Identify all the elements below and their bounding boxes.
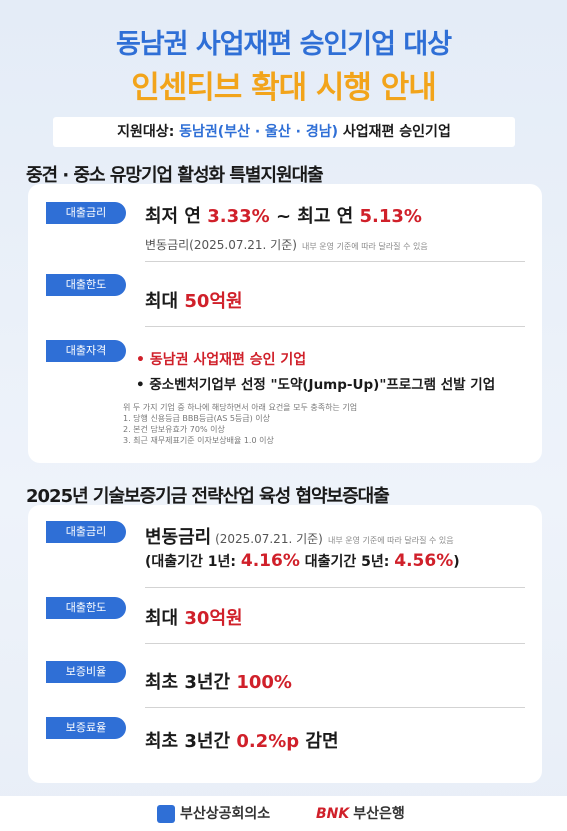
bank-name: 부산은행 [353, 806, 405, 822]
limit-value: 50억원 [184, 291, 243, 312]
ratio-label: 최초 3년간 [145, 672, 237, 693]
note-3: 3. 최근 재무제표기준 이자보상배율 1.0 이상 [123, 436, 274, 445]
term5-label: 대출기간 5년: [299, 554, 395, 570]
tag-rate: 대출금리 [46, 202, 126, 224]
title-line2: 인센티브 확대 시행 안내 [131, 70, 437, 106]
bank-brand: BNK [316, 806, 350, 822]
tag-fee: 보증료율 [46, 717, 126, 739]
section2-heading: 2025년 기술보증기금 전략산업 육성 협약보증대출 [26, 486, 390, 507]
divider [145, 587, 525, 588]
tag-rate: 대출금리 [46, 521, 126, 543]
bank-logo: BNK 부산은행 [316, 803, 405, 823]
fee-value: 0.2%p [236, 731, 300, 752]
tag-eligibility: 대출자격 [46, 340, 126, 362]
eligibility-item2: • 중소벤처기업부 선정 "도약(Jump-Up)"프로그램 선발 기업 [136, 377, 496, 393]
note-2: 2. 본건 담보유효가 70% 이상 [123, 425, 225, 434]
term5-value: 4.56% [394, 551, 454, 571]
rate-tiny: 내부 운영 기준에 따라 달라질 수 있음 [327, 536, 454, 545]
rate-date: (2025.07.21. 기준) [211, 532, 323, 546]
footer: 부산상공회의소 BNK 부산은행 [0, 796, 567, 831]
fee-row: 최초 3년간 0.2%p 감면 [145, 727, 339, 753]
ratio-value: 100% [236, 672, 292, 693]
divider [145, 261, 525, 262]
eligibility-item1: • 동남권 사업재편 승인 기업 [136, 352, 307, 368]
rate-line2: (대출기간 1년: 4.16% 대출기간 5년: 4.56%) [145, 551, 460, 571]
chamber-icon [157, 805, 175, 823]
section1-card: 대출금리 최저 연 3.33% ~ 최고 연 5.13% 변동금리(2025.0… [28, 184, 542, 463]
divider [145, 326, 525, 327]
note-1: 1. 당행 신용등급 BBB등급(AS 5등급) 이상 [123, 414, 271, 423]
rate-min-value: 3.33% [207, 206, 270, 227]
fee-suffix: 감면 [299, 731, 339, 752]
limit-label: 최대 [145, 291, 185, 312]
tag-limit: 대출한도 [46, 274, 126, 296]
ratio-row: 최초 3년간 100% [145, 668, 292, 694]
rate-line1: 변동금리 (2025.07.21. 기준) 내부 운영 기준에 따라 달라질 수… [145, 523, 454, 549]
limit-label: 최대 [145, 608, 185, 629]
rate-tiny: 내부 운영 기준에 따라 달라질 수 있음 [302, 242, 428, 251]
divider [145, 643, 525, 644]
tag-ratio: 보증비율 [46, 661, 126, 683]
target-value: 동남권(부산 · 울산 · 경남) [179, 124, 339, 140]
rate-label: 변동금리 [145, 527, 212, 548]
rate-sub: 변동금리(2025.07.21. 기준) [145, 238, 297, 252]
rate-sub-row: 변동금리(2025.07.21. 기준) 내부 운영 기준에 따라 달라질 수 … [145, 234, 428, 253]
rate-range: 최저 연 3.33% ~ 최고 연 5.13% [145, 202, 422, 228]
rate-sep: ~ 최고 연 [269, 206, 360, 227]
term1-value: 4.16% [240, 551, 300, 571]
tag-limit: 대출한도 [46, 597, 126, 619]
chamber-name: 부산상공회의소 [180, 806, 271, 822]
rate-max-value: 5.13% [359, 206, 422, 227]
section2-card: 대출금리 변동금리 (2025.07.21. 기준) 내부 운영 기준에 따라 … [28, 505, 542, 783]
limit-row: 최대 30억원 [145, 604, 243, 630]
title-line1: 동남권 사업재편 승인기업 대상 [115, 29, 452, 60]
term1-label: (대출기간 1년: [145, 554, 241, 570]
eligibility-notes: 위 두 가지 기업 중 하나에 해당하면서 아래 요건을 모두 충족하는 기업 … [123, 402, 357, 446]
term-close: ) [453, 554, 460, 570]
limit-value: 30억원 [184, 608, 243, 629]
fee-label: 최초 3년간 [145, 731, 237, 752]
note-0: 위 두 가지 기업 중 하나에 해당하면서 아래 요건을 모두 충족하는 기업 [123, 403, 358, 412]
target-suffix: 사업재편 승인기업 [338, 124, 451, 140]
section1-heading: 중견 · 중소 유망기업 활성화 특별지원대출 [26, 165, 324, 186]
limit-row: 최대 50억원 [145, 287, 243, 313]
target-bar: 지원대상: 동남권(부산 · 울산 · 경남) 사업재편 승인기업 [53, 117, 515, 147]
chamber-logo: 부산상공회의소 [157, 803, 270, 823]
divider [145, 707, 525, 708]
target-label: 지원대상: [117, 124, 180, 140]
rate-min-label: 최저 연 [145, 206, 208, 227]
